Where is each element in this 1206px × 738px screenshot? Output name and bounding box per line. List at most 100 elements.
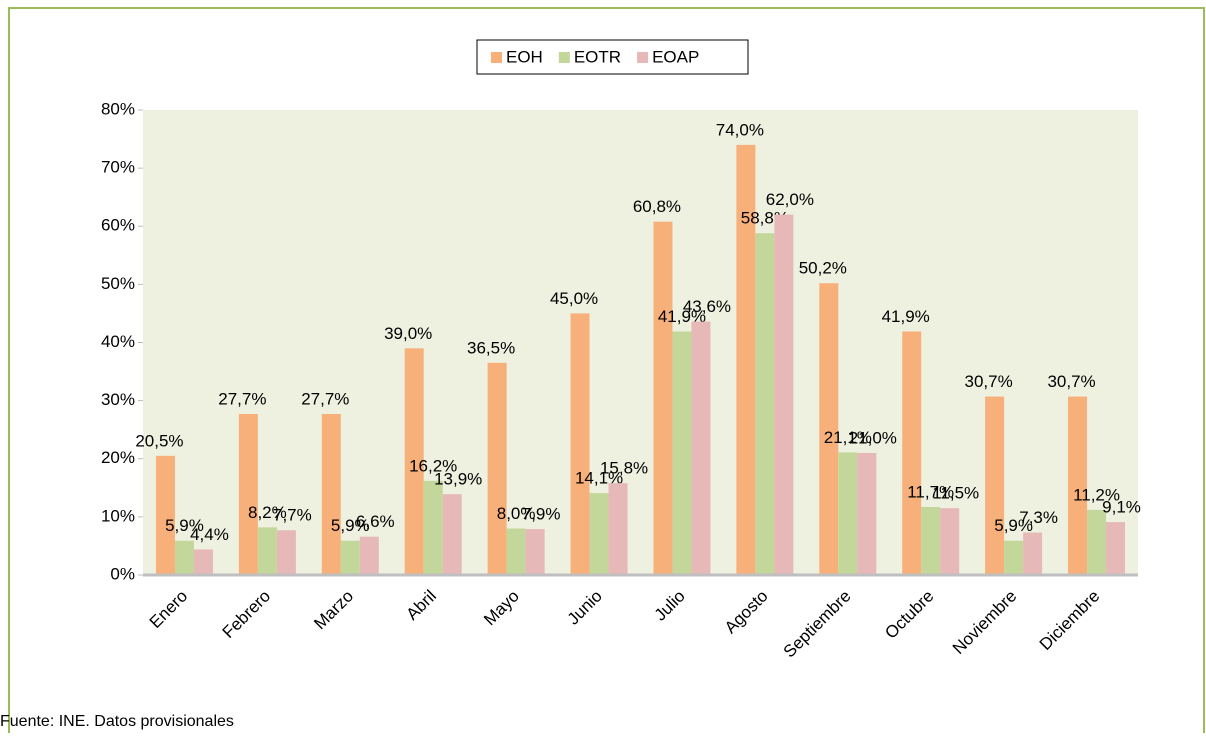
y-tick-label: 80% xyxy=(101,99,135,118)
bar xyxy=(1087,509,1107,575)
value-label: 5,9% xyxy=(331,516,370,535)
value-label: 8,0% xyxy=(497,504,536,523)
legend-label: EOTR xyxy=(574,47,621,66)
bar xyxy=(985,396,1005,575)
source-note: Fuente: INE. Datos provisionales xyxy=(0,713,234,730)
plot-area xyxy=(143,110,1138,575)
value-label: 16,2% xyxy=(409,456,457,475)
bar xyxy=(404,348,424,575)
bar xyxy=(857,452,877,575)
legend-box xyxy=(476,39,749,75)
bar xyxy=(608,483,628,575)
x-tick-label: Marzo xyxy=(310,586,357,633)
x-tick-label: Octubre xyxy=(881,586,937,642)
value-label: 20,5% xyxy=(135,431,183,450)
x-tick-label: Diciembre xyxy=(1036,586,1104,654)
value-label: 6,6% xyxy=(356,512,395,531)
bar xyxy=(1106,522,1126,575)
x-tick-label: Noviembre xyxy=(949,586,1021,658)
bar xyxy=(238,413,258,575)
bar xyxy=(819,283,839,575)
bar xyxy=(1023,532,1043,575)
y-tick-label: 0% xyxy=(110,564,135,583)
bar xyxy=(174,540,194,575)
value-label: 36,5% xyxy=(467,338,515,357)
value-label: 43,6% xyxy=(683,297,731,316)
value-label: 11,7% xyxy=(907,482,954,501)
legend-swatch xyxy=(558,52,570,63)
x-tick-label: Enero xyxy=(146,586,192,632)
value-label: 7,7% xyxy=(273,506,312,525)
value-label: 45,0% xyxy=(550,289,598,308)
x-tick-label: Febrero xyxy=(219,586,275,642)
value-label: 8,2% xyxy=(248,503,287,522)
value-label: 27,7% xyxy=(218,389,266,408)
value-label: 27,7% xyxy=(301,389,349,408)
x-tick-label: Mayo xyxy=(480,586,523,629)
bar xyxy=(672,331,692,575)
value-label: 50,2% xyxy=(799,259,847,278)
bar xyxy=(940,508,960,575)
value-label: 7,3% xyxy=(1019,508,1058,527)
value-label: 14,1% xyxy=(575,469,623,488)
value-label: 30,7% xyxy=(1047,372,1095,391)
value-label: 9,1% xyxy=(1102,498,1141,517)
x-tick-label: Septiembre xyxy=(780,586,855,661)
bar xyxy=(155,455,175,575)
value-label: 41,9% xyxy=(658,307,706,326)
bar xyxy=(1004,540,1024,575)
y-tick-label: 60% xyxy=(101,216,135,235)
x-tick-label: Junio xyxy=(564,586,606,628)
value-label: 21,1% xyxy=(824,428,872,447)
bar xyxy=(276,530,296,575)
bar xyxy=(736,144,756,575)
legend-label: EOH xyxy=(506,47,543,66)
bar xyxy=(691,321,711,575)
value-label: 5,9% xyxy=(165,516,204,535)
x-tick-label: Abril xyxy=(403,586,440,623)
value-label: 60,8% xyxy=(633,197,681,216)
value-label: 13,9% xyxy=(434,470,482,489)
legend-swatch xyxy=(637,52,649,63)
bar xyxy=(921,506,941,575)
bar xyxy=(193,549,213,575)
value-label: 39,0% xyxy=(384,324,432,343)
value-label: 15,8% xyxy=(600,459,648,478)
value-label: 11,5% xyxy=(932,484,979,503)
bar xyxy=(589,493,609,575)
bar xyxy=(321,413,341,575)
bar xyxy=(359,536,379,575)
bar xyxy=(1068,396,1088,575)
value-label: 4,4% xyxy=(190,525,229,544)
value-label: 5,9% xyxy=(994,516,1033,535)
bar xyxy=(442,494,462,575)
y-tick-label: 70% xyxy=(101,158,135,177)
value-label: 74,0% xyxy=(716,120,764,139)
bar xyxy=(570,313,590,575)
bar xyxy=(487,362,507,575)
bar xyxy=(525,529,545,575)
bar xyxy=(423,480,443,575)
value-label: 41,9% xyxy=(882,307,930,326)
value-label: 7,9% xyxy=(522,505,561,524)
value-label: 62,0% xyxy=(766,190,814,209)
bar xyxy=(755,233,775,575)
bar xyxy=(774,214,794,575)
y-tick-label: 30% xyxy=(101,390,135,409)
frame xyxy=(8,7,1205,733)
bar xyxy=(653,221,673,575)
x-tick-label: Agosto xyxy=(721,586,772,637)
bar xyxy=(257,527,277,575)
bar xyxy=(340,540,360,575)
bar xyxy=(838,452,858,575)
x-tick-label: Julio xyxy=(651,586,689,624)
legend-label: EOAP xyxy=(652,47,699,66)
legend-swatch xyxy=(491,52,502,63)
bar xyxy=(506,528,526,575)
value-label: 11,2% xyxy=(1073,485,1120,504)
bar xyxy=(902,331,922,575)
value-label: 21,0% xyxy=(849,428,897,447)
y-tick-label: 20% xyxy=(101,448,135,467)
value-label: 30,7% xyxy=(965,372,1013,391)
